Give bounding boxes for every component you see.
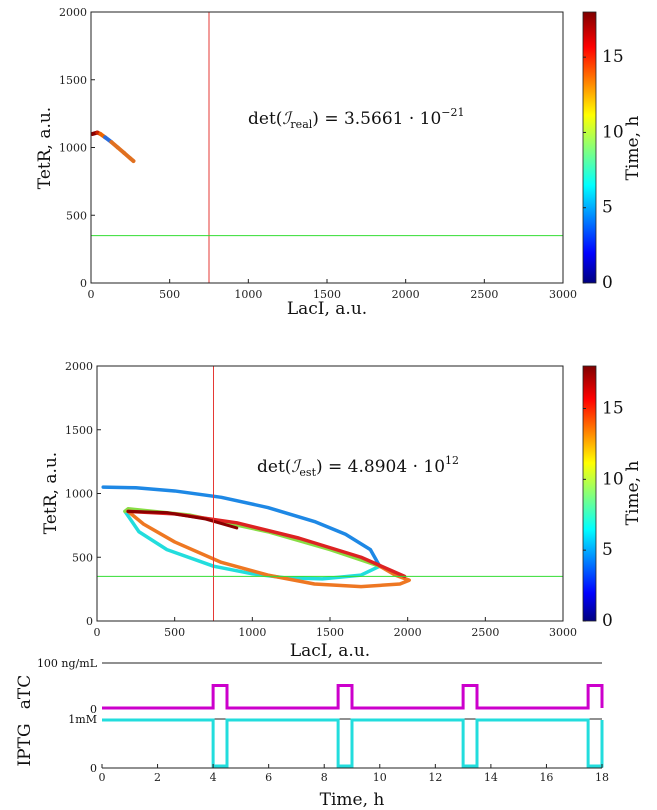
iptg-ylabel: IPTG [15, 723, 35, 766]
mid-trajectory-segment [126, 509, 411, 589]
iptg-xtick-label: 8 [321, 771, 328, 784]
top-xtick-label: 500 [159, 288, 180, 301]
top-chart: 0 500 1000 1500 2000 2500 3000 0 500 1000 1500 200… [35, 6, 643, 319]
top-ytick-label: 1000 [59, 142, 87, 155]
iptg-xtick-label: 16 [539, 771, 553, 784]
top-ytick-label: 0 [80, 277, 87, 290]
mid-annotation: det(ℐest) = 4.8904 · 1012 [257, 454, 459, 479]
iptg-xtick-label: 0 [99, 771, 106, 784]
mid-trajectory-segment [126, 509, 239, 530]
top-cbar-ticks: 0 5 10 15 [583, 47, 624, 293]
iptg-xtick-label: 6 [265, 771, 272, 784]
mid-ytick-label: 1000 [65, 488, 93, 501]
mid-yticks: 0 500 1000 1500 2000 [65, 360, 101, 628]
iptg-line [102, 718, 604, 768]
atc-ytick-top: 100 ng/mL [37, 657, 98, 670]
top-xtick-label: 0 [88, 288, 95, 301]
top-cbar-tick-label: 15 [602, 47, 624, 67]
mid-traj [101, 485, 411, 589]
top-ytick-label: 500 [66, 209, 87, 222]
atc-chart: 100 ng/mL 0 aTC [15, 657, 604, 716]
mid-xtick-label: 0 [94, 626, 101, 639]
mid-xtick-label: 1500 [316, 626, 344, 639]
iptg-chart: 1mM 0 0 2 4 6 8 10 12 14 16 18 IPTG Time, h [15, 713, 609, 810]
top-ytick-label: 2000 [59, 6, 87, 19]
top-traj [90, 130, 136, 164]
top-annotation: det(ℐreal) = 3.5661 · 10−21 [248, 106, 465, 131]
iptg-xlabel: Time, h [320, 790, 385, 810]
middle-chart: 0 500 1000 1500 2000 2500 3000 0 500 1000 1500 200… [41, 360, 643, 661]
mid-trajectory-segment [123, 507, 382, 568]
top-xtick-label: 2500 [470, 288, 498, 301]
mid-xticks: 0 500 1000 1500 2000 2500 3000 [94, 617, 577, 639]
top-xticks: 0 500 1000 1500 2000 2500 3000 [88, 279, 577, 301]
mid-cbar-tick-label: 15 [602, 399, 624, 419]
mid-ytick-label: 500 [72, 551, 93, 564]
mid-cbar-label: Time, h [623, 461, 643, 526]
mid-cbar-tick-label: 5 [602, 540, 613, 560]
top-cbar-tick-label: 10 [602, 122, 624, 142]
top-cbar-tick-label: 5 [602, 198, 613, 218]
atc-ylabel: aTC [15, 675, 35, 709]
top-xtick-label: 1500 [313, 288, 341, 301]
iptg-xtick-label: 2 [154, 771, 161, 784]
mid-cbar-tick-label: 0 [602, 611, 613, 631]
mid-xtick-label: 2500 [471, 626, 499, 639]
top-ylabel: TetR, a.u. [35, 107, 55, 189]
top-xtick-label: 1000 [234, 288, 262, 301]
iptg-xtick-label: 18 [595, 771, 609, 784]
atc-line [102, 684, 604, 710]
mid-ytick-label: 0 [86, 615, 93, 628]
mid-xlabel: LacI, a.u. [290, 641, 370, 661]
top-cbar-tick-label: 0 [602, 273, 613, 293]
mid-trajectory-segment [123, 509, 382, 581]
iptg-xtick-label: 14 [484, 771, 498, 784]
top-cbar-label: Time, h [623, 116, 643, 181]
mid-xtick-label: 3000 [549, 626, 577, 639]
top-xtick-label: 2000 [392, 288, 420, 301]
iptg-ytick-top: 1mM [68, 713, 97, 726]
mid-xtick-label: 500 [164, 626, 185, 639]
mid-xtick-label: 2000 [394, 626, 422, 639]
iptg-xticks: 0 2 4 6 8 10 12 14 16 18 [99, 764, 609, 784]
iptg-xtick-label: 12 [428, 771, 442, 784]
top-trajectory-segment [128, 156, 136, 164]
mid-plot-frame [96, 365, 564, 622]
atc-ytick-zero: 0 [90, 703, 97, 716]
mid-ytick-label: 1500 [65, 424, 93, 437]
mid-cbar-ticks: 0 5 10 15 [583, 399, 624, 631]
mid-cbar-tick-label: 10 [602, 469, 624, 489]
mid-trajectory-segment [101, 485, 382, 568]
mid-ytick-label: 2000 [65, 360, 93, 373]
iptg-xtick-label: 4 [210, 771, 217, 784]
iptg-xtick-label: 10 [373, 771, 387, 784]
iptg-ytick-zero: 0 [90, 762, 97, 775]
top-colorbar [582, 11, 597, 284]
top-xlabel: LacI, a.u. [287, 299, 367, 319]
top-xtick-label: 3000 [549, 288, 577, 301]
top-plot-frame [90, 11, 564, 284]
top-yticks: 0 500 1000 1500 2000 [59, 6, 95, 290]
top-ytick-label: 1500 [59, 74, 87, 87]
mid-ylabel: TetR, a.u. [41, 452, 61, 534]
mid-xtick-label: 1000 [238, 626, 266, 639]
mid-colorbar [582, 365, 597, 622]
